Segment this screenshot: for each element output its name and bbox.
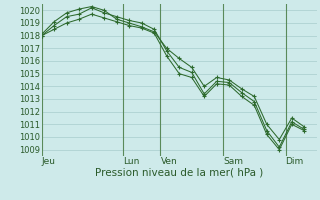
X-axis label: Pression niveau de la mer( hPa ): Pression niveau de la mer( hPa ): [95, 168, 263, 178]
